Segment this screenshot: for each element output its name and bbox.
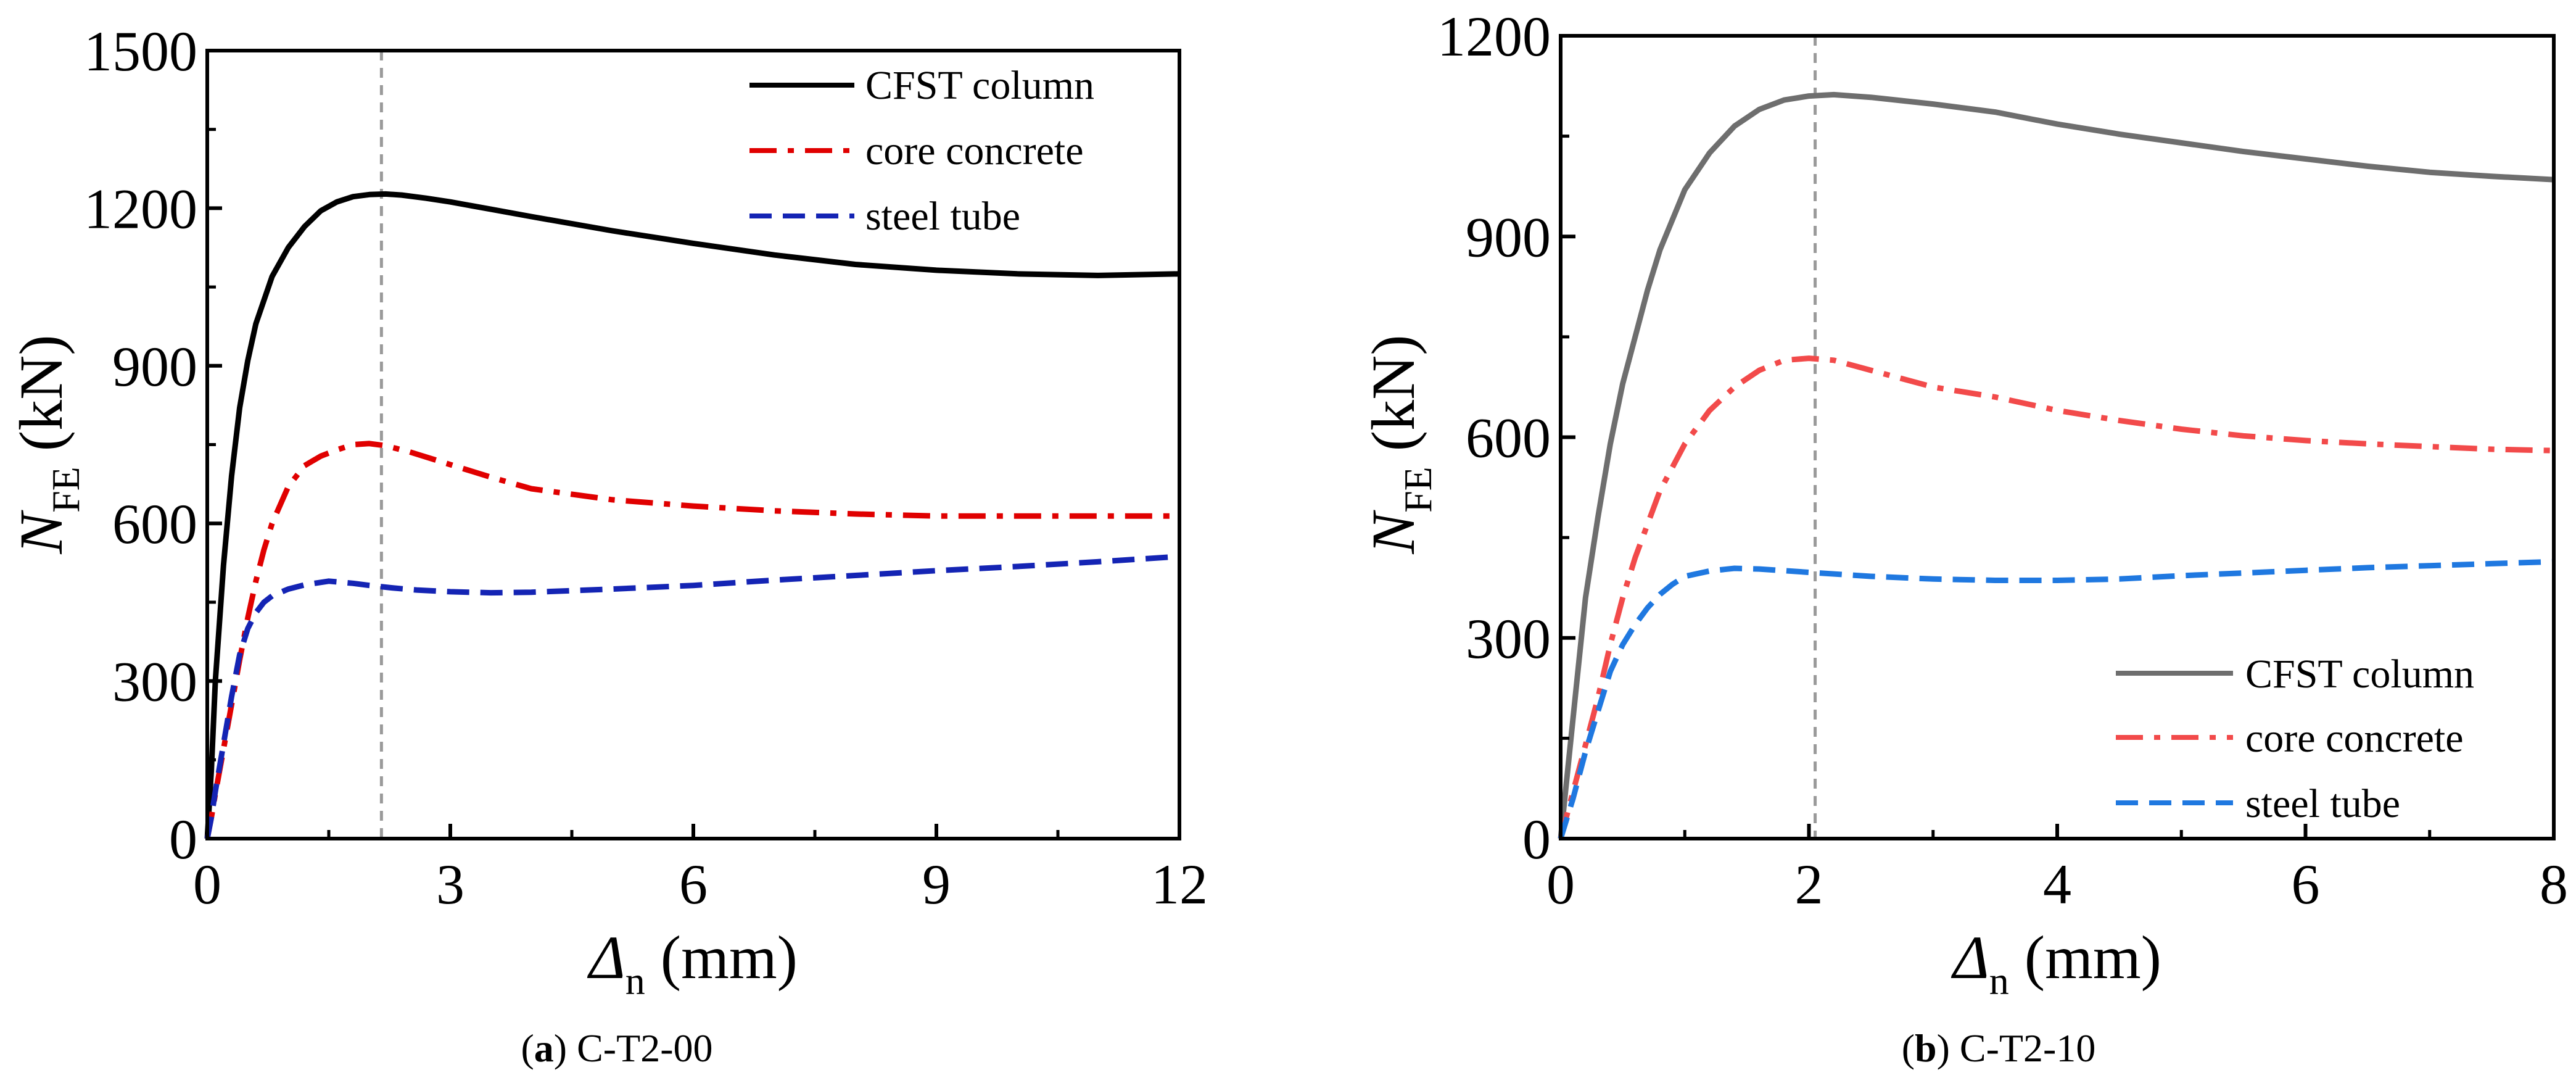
series-line-a-2	[204, 554, 1180, 839]
x-tick-label-b-0: 0	[1546, 853, 1575, 916]
y-tick-label-b-1: 300	[1466, 607, 1551, 670]
series-line-b-0	[1558, 91, 2554, 839]
legend-b: CFST column core concrete steel tube	[2116, 652, 2474, 826]
x-tick-label-b-1: 2	[1795, 853, 1823, 916]
y-tick-label-a-4: 1200	[84, 177, 197, 240]
x-tick-label-a-0: 0	[193, 853, 221, 916]
legend-label-a-2: steel tube	[865, 194, 1020, 239]
legend-label-a-1: core concrete	[865, 128, 1084, 173]
y-tick-label-b-2: 600	[1466, 407, 1551, 470]
x-axis-label-a: Δn (mm)	[587, 923, 798, 1003]
x-tick-label-b-4: 8	[2540, 853, 2568, 916]
series-group-a	[204, 191, 1180, 839]
x-axis-label-b: Δn (mm)	[1951, 923, 2161, 1003]
y-tick-label-b-3: 900	[1466, 205, 1551, 268]
ticks-group-a: 0 3 6 9 12 0 300 600 900 1200 1500	[84, 20, 1208, 916]
y-axis-label-a: NFE (kN)	[7, 334, 88, 554]
panel-a: 0 3 6 9 12 0 300 600 900 1200 1500 CFST column cor…	[7, 20, 1208, 1070]
x-tick-label-a-1: 3	[436, 853, 464, 916]
series-line-a-1	[204, 441, 1179, 839]
x-tick-label-a-4: 12	[1151, 853, 1208, 916]
y-tick-label-a-0: 0	[169, 808, 197, 871]
x-tick-label-b-2: 4	[2043, 853, 2071, 916]
legend-label-a-0: CFST column	[865, 63, 1094, 108]
ticks-group-b: 0 2 4 6 8 0 300 600 900 1200	[1437, 5, 2568, 916]
series-group-b	[1558, 91, 2554, 840]
y-tick-label-b-4: 1200	[1437, 5, 1551, 68]
caption-b: (b) C-T2-10	[1902, 1026, 2096, 1070]
y-tick-label-a-1: 300	[112, 650, 197, 713]
legend-label-b-0: CFST column	[2245, 652, 2474, 697]
y-tick-label-a-3: 900	[112, 335, 197, 398]
legend-label-b-2: steel tube	[2245, 781, 2400, 826]
x-tick-label-a-3: 9	[922, 853, 951, 916]
panel-b: 0 2 4 6 8 0 300 600 900 1200 CFST column core con…	[1359, 5, 2568, 1070]
y-tick-label-a-2: 600	[112, 492, 197, 555]
y-tick-label-b-0: 0	[1522, 808, 1551, 871]
x-tick-label-a-2: 6	[679, 853, 708, 916]
x-tick-label-b-3: 6	[2292, 853, 2320, 916]
series-line-b-1	[1558, 355, 2554, 840]
caption-a: (a) C-T2-00	[521, 1026, 712, 1070]
series-line-a-0	[204, 191, 1180, 839]
legend-label-b-1: core concrete	[2245, 716, 2464, 761]
y-axis-label-b: NFE (kN)	[1359, 334, 1440, 554]
y-tick-label-a-5: 1500	[84, 20, 197, 83]
series-line-b-2	[1558, 558, 2554, 840]
legend-a: CFST column core concrete steel tube	[749, 63, 1094, 239]
